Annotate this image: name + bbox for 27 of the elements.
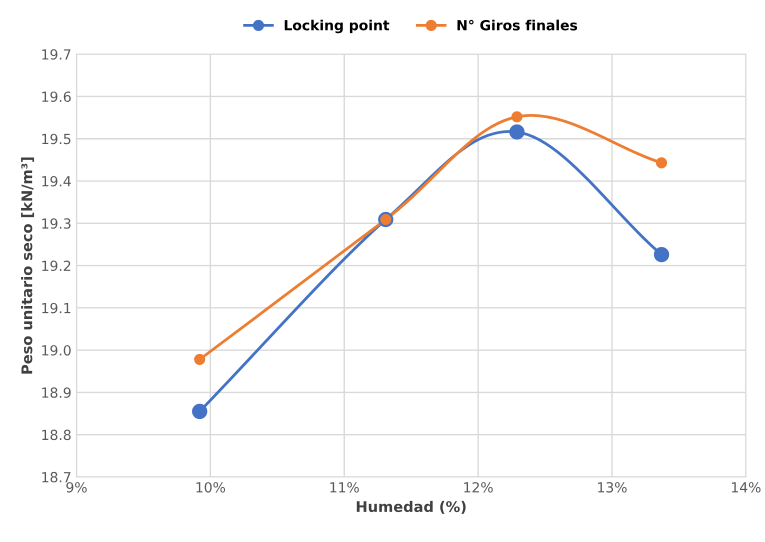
y-tick-label: 19.3 xyxy=(42,218,71,229)
y-tick-label: 18.8 xyxy=(42,430,71,440)
y-tick-label: 19.4 xyxy=(42,176,71,186)
y-tick-label: 18.9 xyxy=(42,387,71,398)
point xyxy=(511,111,523,122)
point xyxy=(656,157,668,168)
x-tick-label: 13% xyxy=(598,482,627,493)
y-tick-label: 19.1 xyxy=(42,302,70,314)
x-tick-label: 14% xyxy=(732,482,761,493)
x-tick-label: 11% xyxy=(330,482,359,493)
point xyxy=(194,354,206,365)
y-tick-label: 19.6 xyxy=(42,91,71,102)
x-tick-label: 12% xyxy=(464,482,493,493)
point xyxy=(192,404,208,420)
y-tick-label: 19.7 xyxy=(42,49,70,60)
x-tick-label: 9% xyxy=(66,482,87,493)
legend-label: Locking point xyxy=(284,20,390,34)
x-tick-label: 10% xyxy=(196,482,226,493)
y-axis-title: Peso unitario seco [kN/m³] xyxy=(21,158,34,374)
point xyxy=(509,124,525,140)
legend-label: N° Giros finales xyxy=(457,20,578,30)
y-tick-label: 19.2 xyxy=(42,260,70,272)
x-axis-title: Humedad (%) xyxy=(356,500,466,514)
y-tick-label: 18.7 xyxy=(42,472,70,482)
point xyxy=(654,246,670,262)
y-tick-label: 19.5 xyxy=(42,134,70,144)
y-tick-label: 19.0 xyxy=(42,345,71,356)
